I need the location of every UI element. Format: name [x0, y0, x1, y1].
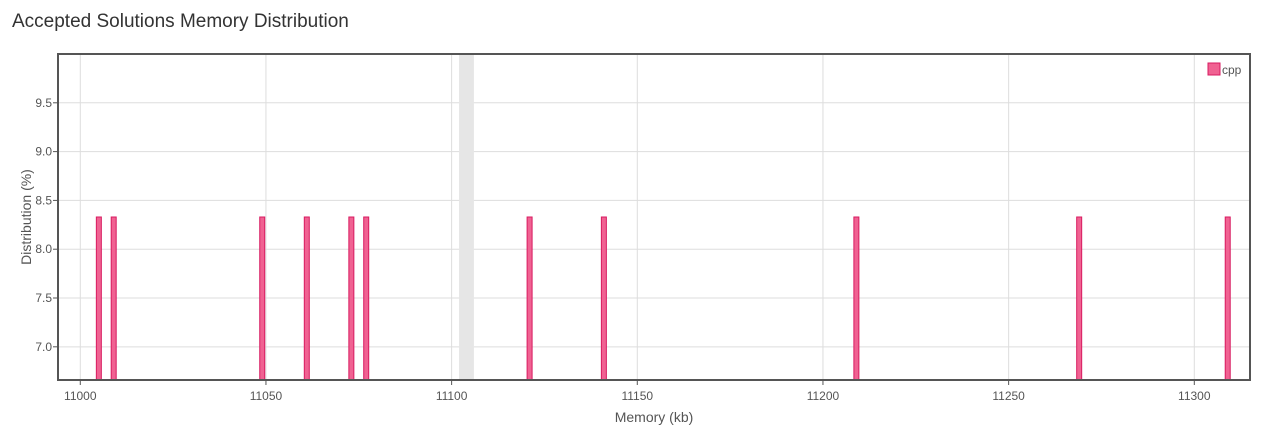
y-axis-ticks: 7.0 7.5 8.0 8.5 9.0 9.5 [35, 96, 58, 354]
grid-lines [58, 54, 1250, 380]
x-tick-label: 11300 [1178, 389, 1211, 403]
bar-cpp[interactable] [853, 216, 860, 381]
x-tick-label: 11100 [436, 389, 468, 403]
x-axis-ticks: 11000 11050 11100 11150 11200 11250 11300 [64, 380, 1211, 403]
bar-cpp[interactable] [348, 216, 355, 381]
y-tick-label: 8.0 [35, 242, 52, 256]
bar-cpp[interactable] [259, 216, 266, 381]
y-tick-label: 9.0 [35, 145, 52, 159]
bar-cpp[interactable] [95, 216, 102, 381]
chart-title: Accepted Solutions Memory Distribution [12, 11, 349, 32]
bar-cpp[interactable] [600, 216, 607, 381]
x-axis-label: Memory (kb) [615, 409, 694, 425]
bar-cpp[interactable] [1076, 216, 1083, 381]
y-tick-label: 7.0 [35, 340, 52, 354]
x-tick-label: 11150 [621, 389, 653, 403]
x-tick-label: 11250 [992, 389, 1025, 403]
x-tick-label: 11050 [250, 389, 283, 403]
bar-cpp[interactable] [303, 216, 310, 381]
legend[interactable]: cpp [1207, 62, 1242, 77]
bar-cpp[interactable] [110, 216, 117, 381]
bar-cpp[interactable] [363, 216, 370, 381]
plot-frame [57, 53, 1251, 381]
bar-cpp[interactable] [526, 216, 533, 381]
y-tick-label: 9.5 [35, 96, 52, 110]
legend-label-cpp[interactable]: cpp [1222, 63, 1242, 77]
y-tick-label: 8.5 [35, 193, 52, 207]
highlight-band-group [459, 54, 474, 380]
y-tick-label: 7.5 [35, 291, 52, 305]
x-tick-label: 11200 [807, 389, 840, 403]
y-axis-label: Distribution (%) [18, 169, 34, 265]
highlight-band [459, 54, 474, 380]
x-tick-label: 11000 [64, 389, 97, 403]
legend-swatch[interactable] [1207, 62, 1221, 76]
bar-cpp[interactable] [1224, 216, 1231, 381]
